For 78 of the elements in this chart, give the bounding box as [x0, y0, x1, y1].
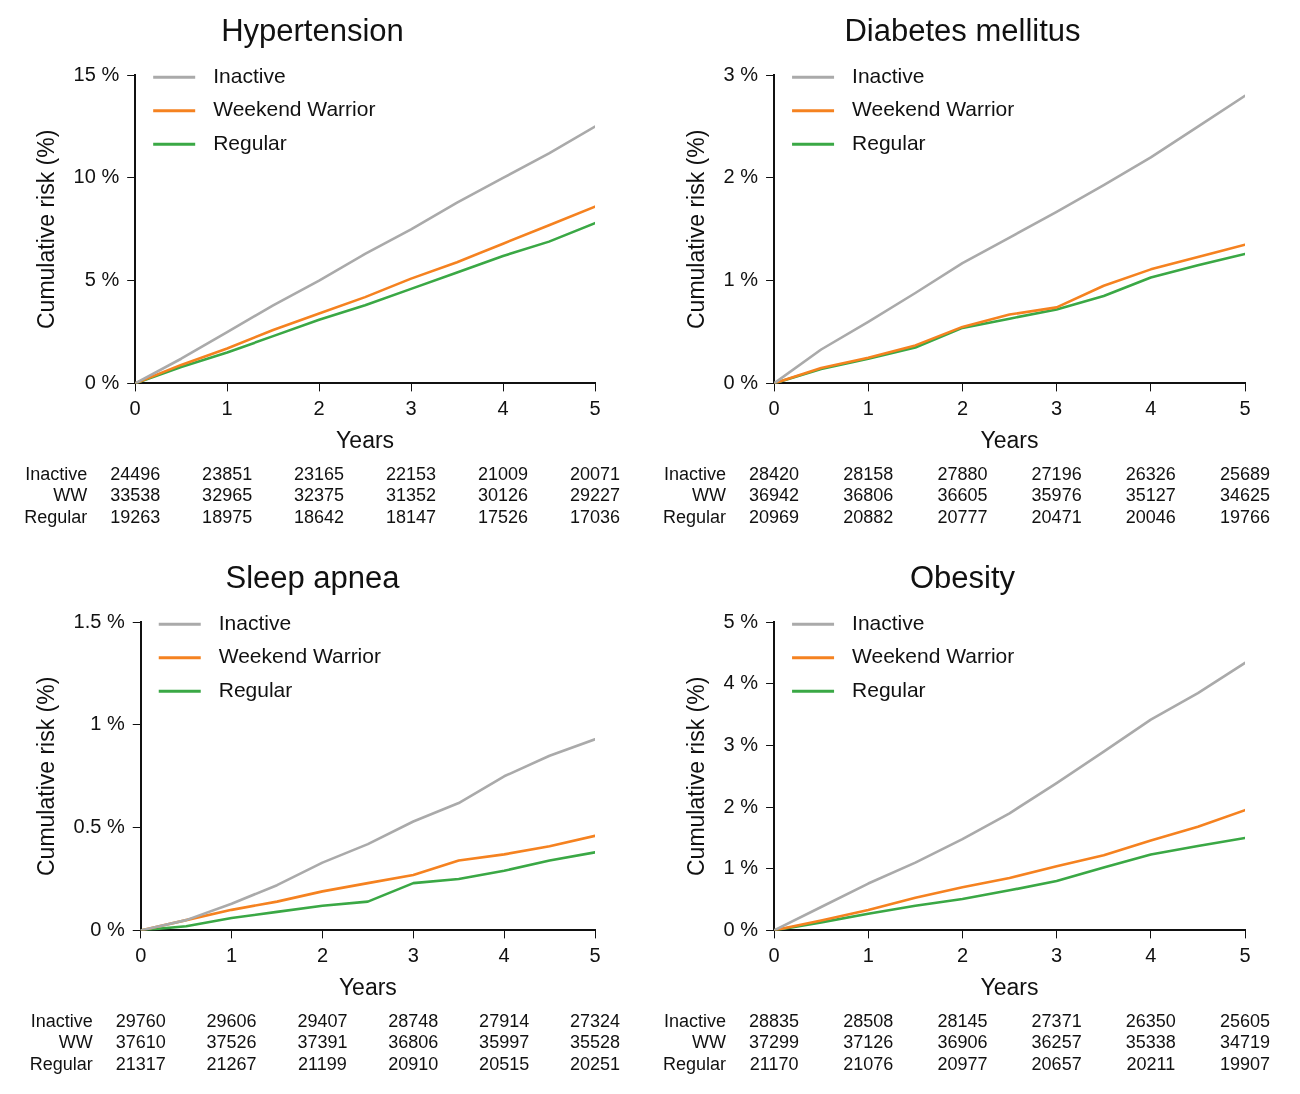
- y-tick-label: 1 %: [723, 268, 759, 291]
- x-tick-label: 0: [135, 943, 147, 966]
- chart-title: Obesity: [909, 560, 1016, 596]
- y-tick-label: 5 %: [84, 268, 120, 291]
- x-tick-label: 1: [226, 943, 238, 966]
- y-axis-title: Cumulative risk (%): [683, 676, 710, 876]
- x-tick-label: 5: [589, 396, 601, 419]
- x-tick-label: 1: [862, 943, 874, 966]
- legend-label: Regular: [852, 678, 926, 701]
- x-tick-label: 2: [956, 396, 968, 419]
- y-tick-label: 0 %: [723, 917, 759, 940]
- y-tick-label: 10 %: [73, 165, 120, 188]
- text: WW 37299 37126 36906 36257 35338 34719: [692, 1032, 1271, 1053]
- x-tick-label: 2: [316, 943, 329, 966]
- y-axis-title: Cumulative risk (%): [33, 676, 60, 876]
- y-tick-label: 3 %: [723, 62, 759, 85]
- x-tick-label: 0: [129, 396, 141, 419]
- legend-label: Regular: [852, 131, 926, 154]
- y-tick-label: 5 %: [723, 609, 759, 632]
- x-tick-label: 1: [862, 396, 874, 419]
- legend-label: Weekend Warrior: [218, 644, 381, 668]
- legend-label: Inactive: [852, 64, 925, 87]
- y-tick-label: 1 %: [723, 856, 759, 879]
- y-tick-label: 2 %: [723, 794, 759, 817]
- text: Regular 21170 21076 20977 20657 20211 19907: [663, 1053, 1271, 1074]
- text: Regular 21317 21267 21199 20910 20515 20251: [29, 1053, 621, 1074]
- text: WW 37610 37526 37391 36806 35997 35528: [58, 1032, 621, 1053]
- x-tick-label: 4: [1145, 943, 1157, 966]
- y-tick-label: 0 %: [90, 917, 125, 940]
- y-tick-label: 0 %: [723, 370, 759, 393]
- y-tick-label: 1.5 %: [73, 609, 125, 632]
- x-tick-label: 1: [221, 396, 233, 419]
- x-tick-label: 3: [407, 943, 419, 966]
- x-axis-title: Years: [338, 973, 397, 1000]
- text: WW 36942 36806 36605 35976 35127 34625: [692, 485, 1271, 506]
- x-tick-label: 2: [956, 943, 968, 966]
- y-tick-label: 4 %: [723, 671, 759, 694]
- text: Regular 20969 20882 20777 20471 20046 19766: [663, 506, 1271, 527]
- y-axis-title: Cumulative risk (%): [33, 129, 60, 329]
- x-tick-label: 3: [405, 396, 417, 419]
- legend-label: Regular: [218, 678, 293, 701]
- x-tick-label: 5: [1239, 396, 1251, 419]
- x-tick-label: 5: [589, 943, 601, 966]
- x-tick-label: 5: [1239, 943, 1251, 966]
- x-tick-label: 3: [1051, 943, 1063, 966]
- legend-label: Inactive: [218, 611, 292, 634]
- x-tick-label: 0: [768, 943, 780, 966]
- text: Inactive 24496 23851 23165 22153 21009 20071: [25, 463, 621, 484]
- legend-label: Weekend Warrior: [213, 97, 376, 121]
- x-axis-title: Years: [336, 426, 395, 453]
- x-tick-label: 3: [1051, 396, 1063, 419]
- y-tick-label: 0 %: [84, 370, 120, 393]
- y-tick-label: 1 %: [90, 712, 125, 735]
- text: WW 33538 32965 32375 31352 30126 29227: [53, 485, 621, 506]
- x-tick-label: 4: [497, 396, 509, 419]
- legend-label: Weekend Warrior: [852, 644, 1015, 668]
- y-tick-label: 0.5 %: [73, 815, 125, 838]
- x-tick-label: 0: [768, 396, 780, 419]
- chart-title: Hypertension: [221, 13, 404, 49]
- chart-title: Sleep apnea: [225, 560, 401, 596]
- x-tick-label: 4: [1145, 396, 1157, 419]
- chart-title: Diabetes mellitus: [844, 13, 1081, 49]
- x-axis-title: Years: [980, 426, 1039, 453]
- x-tick-label: 4: [498, 943, 510, 966]
- x-tick-label: 2: [313, 396, 325, 419]
- legend-label: Inactive: [852, 611, 925, 634]
- y-tick-label: 3 %: [723, 733, 759, 755]
- legend-label: Inactive: [213, 64, 286, 87]
- legend-label: Regular: [213, 131, 287, 154]
- legend-label: Weekend Warrior: [852, 97, 1015, 121]
- text: Inactive 28835 28508 28145 27371 26350 25605: [664, 1010, 1271, 1031]
- y-tick-label: 15 %: [73, 62, 120, 85]
- text: Regular 19263 18975 18642 18147 17526 17036: [24, 506, 621, 527]
- y-axis-title: Cumulative risk (%): [683, 129, 710, 329]
- text: Inactive 28420 28158 27880 27196 26326 25689: [664, 463, 1271, 484]
- text: Inactive 29760 29606 29407 28748 27914 27324: [30, 1010, 621, 1031]
- y-tick-label: 2 %: [723, 165, 759, 188]
- x-axis-title: Years: [980, 973, 1039, 1000]
